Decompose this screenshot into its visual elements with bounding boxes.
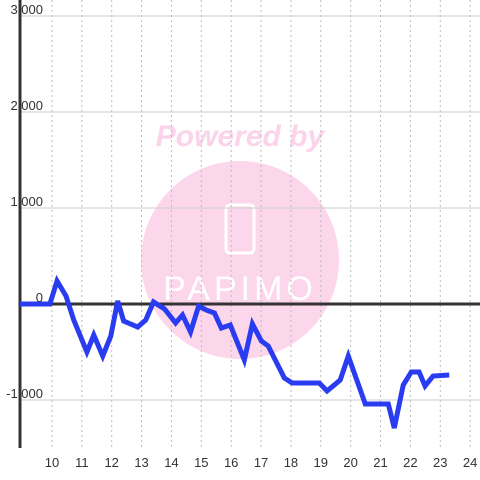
x-tick-label: 19 [314,455,328,470]
x-tick-label: 23 [433,455,447,470]
x-tick-label: 24 [463,455,477,470]
x-tick-label: 12 [104,455,118,470]
x-tick-label: 20 [343,455,357,470]
y-tick-label: -1,000 [6,386,43,401]
x-tick-label: 14 [164,455,178,470]
x-tick-label: 15 [194,455,208,470]
x-tick-label: 11 [75,455,89,470]
plot [20,274,450,429]
watermark-logo: PAPIMO [163,270,317,308]
x-tick-label: 10 [45,455,59,470]
x-tick-label: 18 [284,455,298,470]
x-tick-label: 22 [403,455,417,470]
x-tick-label: 17 [254,455,268,470]
data-line [20,274,450,429]
watermark-icon [224,203,256,255]
x-tick-label: 13 [134,455,148,470]
y-tick-label: 2,000 [10,98,43,113]
x-tick-label: 16 [224,455,238,470]
x-tick-label: 21 [373,455,387,470]
y-tick-label: 3,000 [10,2,43,17]
watermark-text: Powered by [156,120,326,153]
y-tick-label: 0 [36,290,43,305]
y-tick-label: 1,000 [10,194,43,209]
watermark-circle [141,161,339,359]
grid [18,0,480,448]
